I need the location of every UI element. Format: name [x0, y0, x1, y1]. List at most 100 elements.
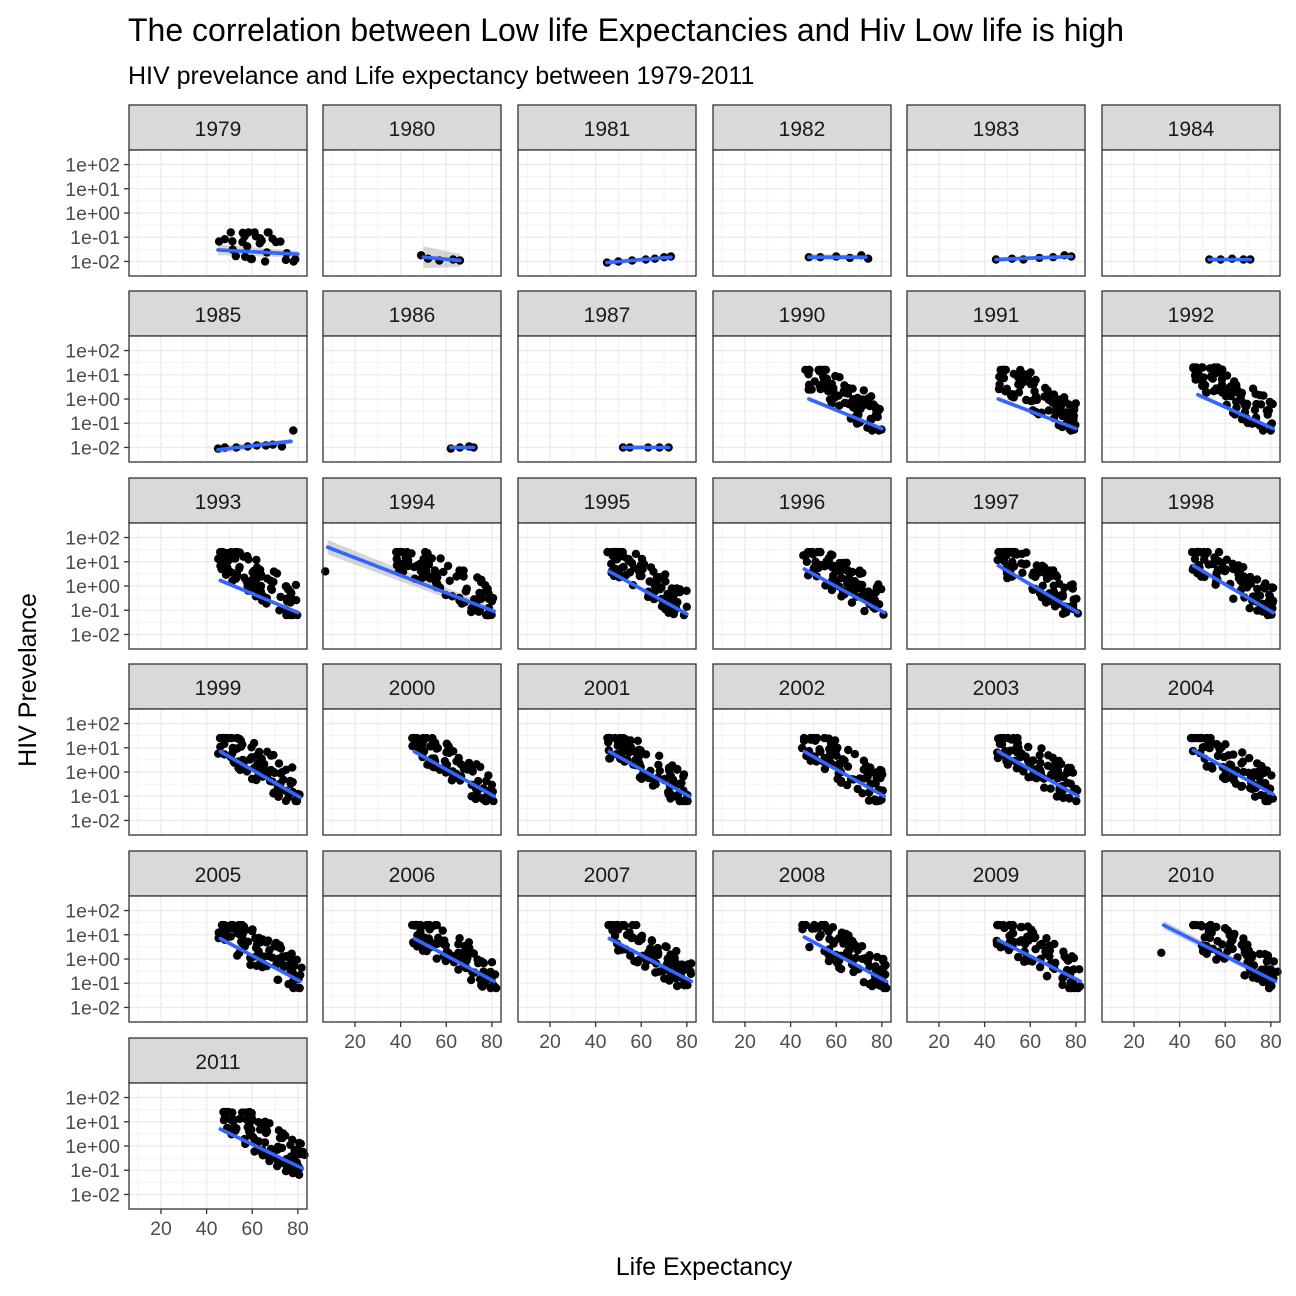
- panel-border: [906, 895, 1086, 1023]
- data-point: [855, 566, 864, 575]
- facet-panel-1981: 1981: [517, 104, 697, 277]
- data-point: [1220, 924, 1230, 933]
- data-point: [829, 383, 838, 393]
- data-point: [221, 1107, 230, 1117]
- data-point: [235, 1114, 244, 1124]
- data-point: [1268, 583, 1278, 593]
- data-point: [839, 939, 848, 948]
- data-point: [1259, 391, 1268, 400]
- data-point: [289, 426, 298, 435]
- facet-panel-2007: 2007 20 40 60 80: [517, 850, 698, 1053]
- data-point: [424, 560, 434, 569]
- data-point: [232, 1124, 241, 1133]
- data-point: [1023, 372, 1032, 381]
- data-point: [872, 586, 881, 596]
- data-point: [1262, 957, 1272, 966]
- data-point: [1049, 390, 1059, 399]
- facet-strip-label: 1991: [973, 304, 1020, 327]
- data-point: [1009, 393, 1018, 402]
- data-point: [842, 950, 851, 959]
- data-point: [252, 569, 261, 578]
- data-point: [231, 251, 240, 261]
- data-point: [452, 757, 461, 766]
- data-point: [832, 576, 841, 585]
- data-point: [664, 608, 673, 617]
- data-point: [860, 400, 870, 409]
- data-point: [1225, 760, 1234, 769]
- data-point: [424, 552, 434, 562]
- data-point: [404, 561, 413, 571]
- x-tick-label: 80: [676, 1031, 698, 1053]
- data-point: [1218, 388, 1227, 397]
- y-tick-label: 1e+02: [65, 714, 120, 736]
- data-point: [877, 766, 886, 775]
- data-point: [283, 961, 292, 971]
- y-tick-label: 1e+01: [65, 1112, 120, 1134]
- data-point: [1222, 555, 1232, 564]
- panel-border: [906, 708, 1086, 836]
- y-tick-label: 1e-02: [70, 251, 120, 273]
- facet-strip-label: 1983: [973, 118, 1020, 141]
- data-point: [240, 573, 249, 582]
- facet-panel-2002: 2002: [712, 663, 892, 836]
- data-point: [847, 598, 857, 607]
- data-point: [631, 549, 641, 559]
- facet-strip: [1101, 850, 1281, 897]
- data-point: [269, 567, 279, 576]
- data-point: [1267, 771, 1276, 780]
- data-point: [443, 561, 453, 571]
- data-point: [478, 980, 488, 989]
- data-point: [471, 794, 480, 804]
- data-point: [463, 765, 472, 774]
- data-point: [645, 577, 655, 586]
- facet-panel-1982: 1982: [712, 104, 892, 277]
- facet-strip: [128, 850, 308, 897]
- facet-strip-label: 1980: [389, 118, 436, 141]
- data-point: [295, 1138, 304, 1148]
- data-point: [1234, 569, 1243, 578]
- data-point: [844, 745, 853, 755]
- data-point: [1058, 980, 1067, 990]
- facet-strip-label: 2005: [195, 864, 242, 887]
- panel-border: [712, 708, 892, 836]
- data-point: [242, 1115, 251, 1125]
- x-tick-label: 40: [390, 1031, 412, 1053]
- facet-panel-1998: 1998: [1101, 477, 1281, 650]
- data-point: [1032, 561, 1042, 570]
- data-point: [801, 920, 811, 930]
- data-point: [1199, 373, 1208, 382]
- data-point: [608, 926, 617, 935]
- data-point: [260, 257, 270, 266]
- data-point: [246, 960, 255, 970]
- data-point: [1198, 363, 1207, 372]
- data-point: [275, 606, 284, 615]
- data-point: [286, 1140, 295, 1150]
- data-point: [477, 575, 486, 584]
- x-tick-label: 40: [196, 1218, 218, 1240]
- y-axis-title: HIV Prevelance: [14, 593, 42, 767]
- data-point: [1067, 952, 1077, 961]
- data-point: [657, 602, 667, 611]
- data-point: [1008, 929, 1017, 938]
- data-point: [248, 575, 257, 584]
- data-point: [679, 772, 688, 781]
- data-point: [682, 602, 691, 611]
- data-point: [993, 920, 1002, 930]
- data-point: [850, 749, 860, 759]
- facet-panel-2004: 2004: [1101, 663, 1281, 836]
- data-point: [436, 554, 445, 563]
- data-point: [260, 1138, 270, 1147]
- data-point: [1072, 594, 1081, 603]
- data-point: [1014, 388, 1024, 397]
- data-point: [801, 550, 810, 559]
- data-point: [998, 365, 1008, 375]
- x-tick-label: 20: [1123, 1031, 1145, 1053]
- data-point: [837, 592, 846, 601]
- data-point: [626, 951, 635, 960]
- data-point: [1002, 384, 1012, 393]
- data-point: [415, 559, 424, 569]
- data-point: [410, 733, 419, 743]
- y-tick-label: 1e+01: [65, 925, 120, 947]
